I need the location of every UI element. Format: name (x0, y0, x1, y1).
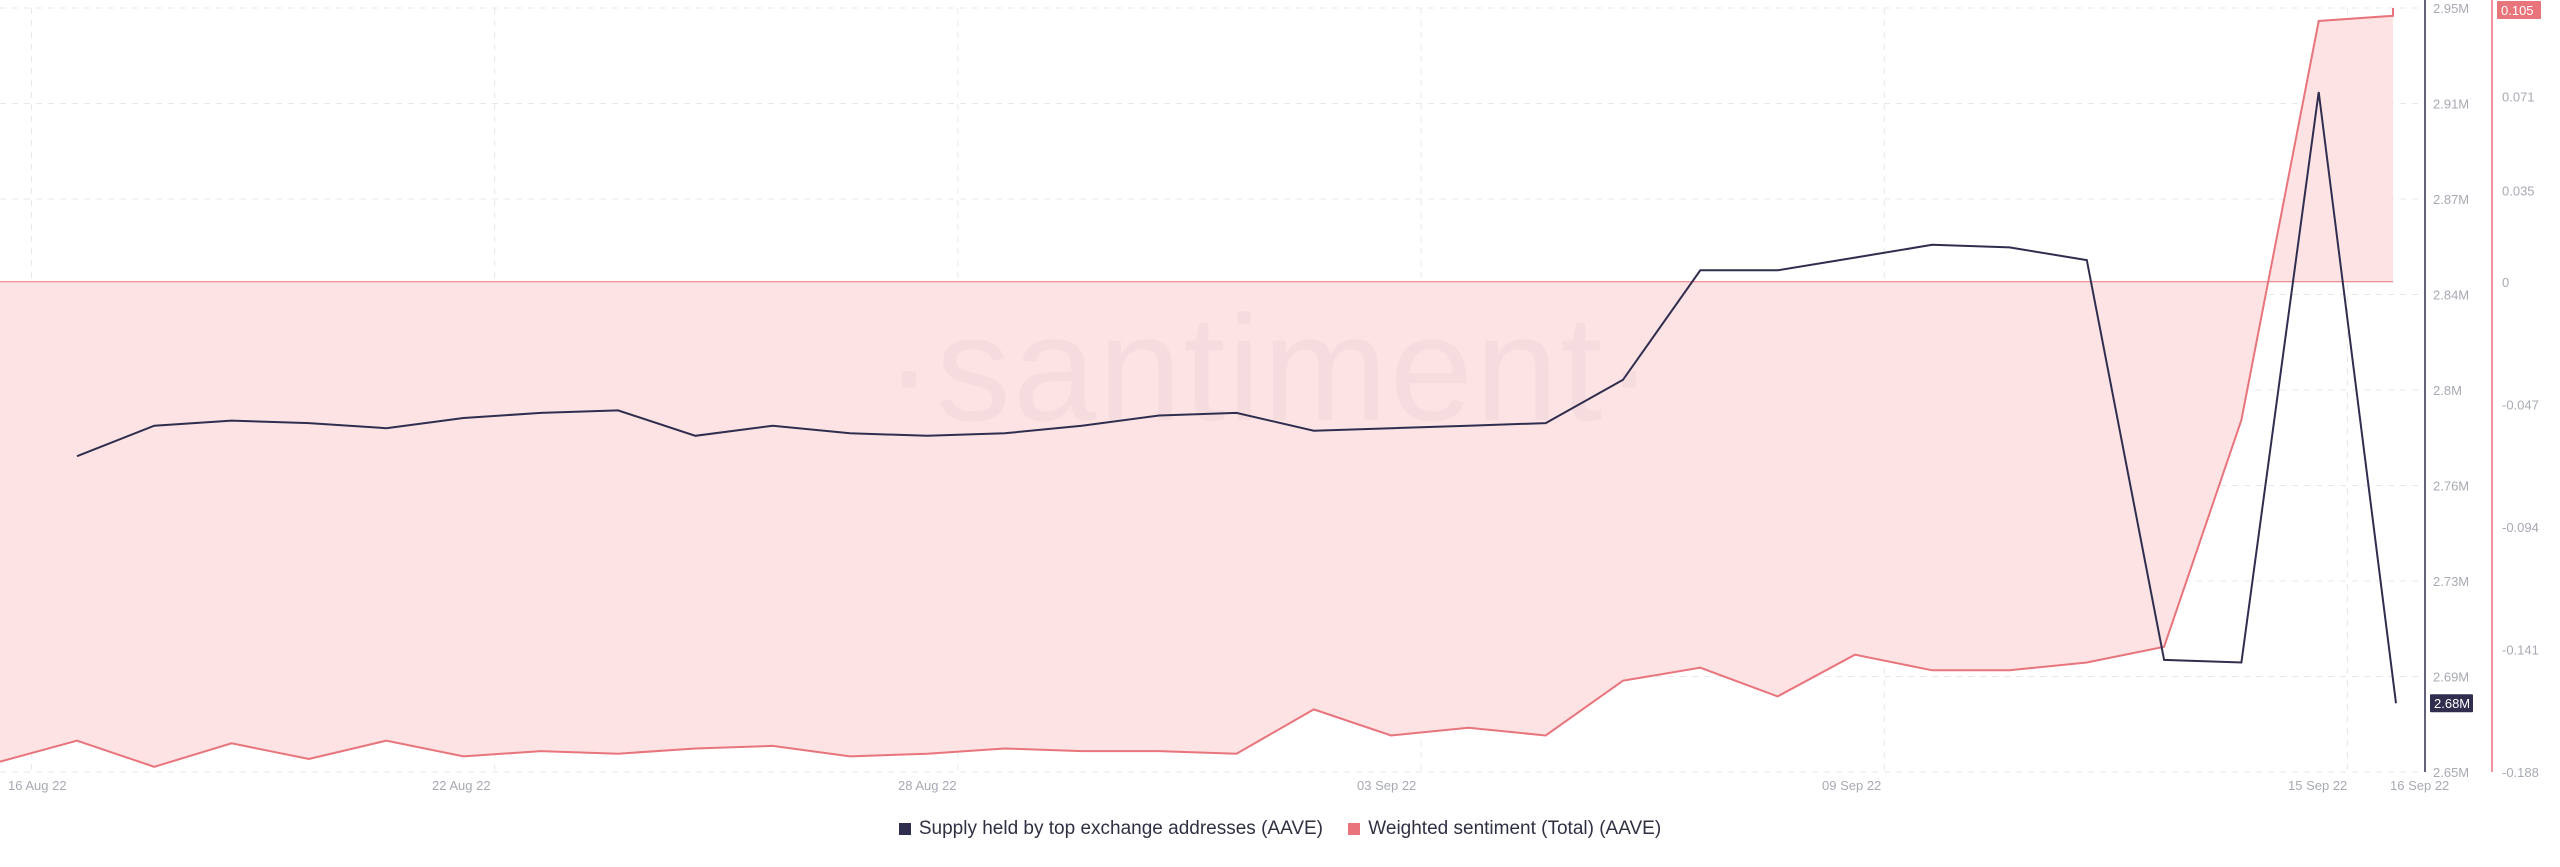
y-axis-sentiment: 0.071 0.035 0 -0.047 -0.094 -0.141 -0.188 (2502, 90, 2539, 780)
series-line-sentiment (0, 8, 2394, 768)
y-tick-supply: 2.87M (2433, 192, 2469, 207)
legend-label-sentiment: Weighted sentiment (Total) (AAVE) (1368, 818, 1662, 839)
y-tick-supply: 2.69M (2433, 670, 2469, 685)
y-tick-supply: 2.8M (2433, 383, 2462, 398)
y-tick-supply: 2.84M (2433, 288, 2469, 303)
y-tick-sentiment: 0.035 (2502, 184, 2535, 199)
x-axis: 16 Aug 22 22 Aug 22 28 Aug 22 03 Sep 22 09 S… (8, 778, 2449, 793)
badge-sentiment (2497, 1, 2541, 19)
legend-item-supply[interactable]: Supply held by top exchange addresses (A… (898, 818, 1324, 840)
axes (2424, 0, 2493, 772)
series-line-supply (76, 91, 2397, 704)
x-tick-label: 15 Sep 22 (2288, 778, 2347, 793)
legend: Supply held by top exchange addresses (A… (0, 818, 2560, 841)
y-tick-sentiment: -0.188 (2502, 765, 2539, 780)
x-tick-label: 09 Sep 22 (1822, 778, 1881, 793)
badge-supply-label: 2.68M (2434, 696, 2470, 711)
y-tick-supply: 2.95M (2433, 1, 2469, 16)
y-tick-sentiment: -0.047 (2502, 397, 2539, 412)
series-lines (0, 8, 2397, 768)
x-tick-label: 03 Sep 22 (1357, 778, 1416, 793)
y-tick-supply: 2.76M (2433, 479, 2469, 494)
sentiment-area-fill (0, 8, 2393, 767)
y-tick-sentiment: -0.094 (2502, 520, 2539, 535)
badge-sentiment-label: 0.105 (2501, 3, 2534, 18)
y-tick-sentiment: 0.071 (2502, 90, 2535, 105)
legend-swatch-supply (898, 823, 911, 835)
y-tick-supply: 2.91M (2433, 97, 2469, 112)
y-tick-sentiment: -0.141 (2502, 642, 2539, 657)
legend-label-supply: Supply held by top exchange addresses (A… (918, 818, 1324, 839)
watermark: ·santiment· (884, 284, 1656, 452)
y-tick-supply: 2.73M (2433, 574, 2469, 589)
y-tick-sentiment: 0 (2502, 275, 2509, 290)
badge-supply (2430, 694, 2473, 713)
x-tick-label: 28 Aug 22 (898, 778, 957, 793)
x-tick-label: 16 Sep 22 (2390, 778, 2449, 793)
legend-swatch-sentiment (1348, 823, 1361, 835)
value-badges: 2.68M 0.105 (2430, 1, 2541, 713)
x-tick-label: 22 Aug 22 (432, 778, 491, 793)
x-tick-label: 16 Aug 22 (8, 778, 67, 793)
y-tick-supply: 2.65M (2433, 765, 2469, 780)
sentiment-area (0, 8, 2393, 767)
y-axis-supply: 2.95M 2.91M 2.87M 2.84M 2.8M 2.76M 2.73M 2.69M 2… (2433, 1, 2469, 780)
legend-item-sentiment[interactable]: Weighted sentiment (Total) (AAVE) (1348, 818, 1661, 840)
